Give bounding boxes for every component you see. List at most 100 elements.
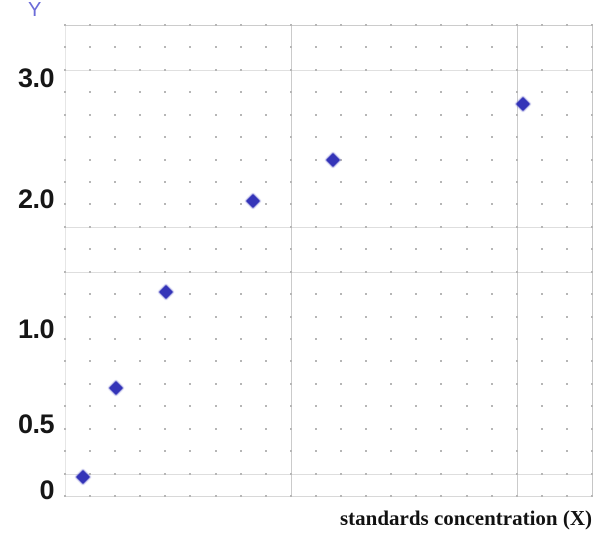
- grid-dot: [265, 69, 267, 71]
- grid-dot: [365, 428, 367, 430]
- grid-dot: [365, 136, 367, 138]
- grid-dot: [415, 136, 417, 138]
- grid-dot: [89, 316, 91, 318]
- grid-dot: [139, 159, 141, 161]
- grid-dot: [315, 136, 317, 138]
- grid-dot: [89, 495, 91, 497]
- grid-dot: [415, 293, 417, 295]
- grid-dot: [340, 473, 342, 475]
- grid-dot: [89, 383, 91, 385]
- grid-dot: [491, 338, 493, 340]
- grid-dot: [290, 203, 292, 205]
- grid-dot: [64, 136, 66, 138]
- grid-dot: [240, 24, 242, 26]
- grid-dot: [290, 495, 292, 497]
- grid-dot: [189, 136, 191, 138]
- grid-dot: [265, 450, 267, 452]
- grid-dot: [315, 24, 317, 26]
- grid-dot: [315, 271, 317, 273]
- grid-dot: [139, 473, 141, 475]
- grid-dot: [516, 91, 518, 93]
- grid-dot: [415, 383, 417, 385]
- grid-dot: [491, 114, 493, 116]
- grid-dot: [491, 473, 493, 475]
- grid-dot: [139, 203, 141, 205]
- grid-dot: [114, 46, 116, 48]
- grid-dot: [265, 136, 267, 138]
- grid-dot: [440, 46, 442, 48]
- grid-dot: [139, 69, 141, 71]
- grid-dot: [64, 293, 66, 295]
- grid-dot: [390, 428, 392, 430]
- grid-dot: [240, 383, 242, 385]
- grid-dot: [240, 226, 242, 228]
- grid-dot: [516, 181, 518, 183]
- grid-dot: [566, 450, 568, 452]
- grid-dot: [541, 495, 543, 497]
- grid-dot: [541, 136, 543, 138]
- grid-dot: [290, 46, 292, 48]
- grid-dot: [265, 91, 267, 93]
- grid-dot: [240, 316, 242, 318]
- major-gridline-horizontal: [65, 25, 592, 26]
- major-gridline-horizontal: [65, 70, 592, 71]
- grid-dot: [189, 383, 191, 385]
- grid-dot: [541, 91, 543, 93]
- grid-dot: [164, 91, 166, 93]
- grid-dot: [189, 159, 191, 161]
- grid-dot: [290, 473, 292, 475]
- grid-dot: [189, 46, 191, 48]
- grid-dot: [164, 495, 166, 497]
- grid-dot: [189, 271, 191, 273]
- grid-dot: [516, 271, 518, 273]
- grid-dot: [390, 293, 392, 295]
- grid-dot: [491, 495, 493, 497]
- grid-dot: [340, 181, 342, 183]
- grid-dot: [89, 24, 91, 26]
- grid-dot: [365, 316, 367, 318]
- grid-dot: [415, 271, 417, 273]
- grid-dot: [64, 473, 66, 475]
- grid-dot: [89, 46, 91, 48]
- grid-dot: [315, 428, 317, 430]
- grid-dot: [365, 203, 367, 205]
- grid-dot: [516, 383, 518, 385]
- grid-dot: [415, 91, 417, 93]
- grid-dot: [491, 360, 493, 362]
- grid-dot: [189, 24, 191, 26]
- grid-dot: [164, 316, 166, 318]
- grid-dot: [566, 24, 568, 26]
- grid-dot: [541, 203, 543, 205]
- grid-dot: [315, 114, 317, 116]
- grid-dot: [415, 159, 417, 161]
- grid-dot: [89, 226, 91, 228]
- grid-dot: [290, 114, 292, 116]
- grid-dot: [164, 271, 166, 273]
- grid-dot: [566, 428, 568, 430]
- grid-dot: [541, 428, 543, 430]
- grid-dot: [89, 69, 91, 71]
- grid-dot: [64, 405, 66, 407]
- grid-dot: [139, 181, 141, 183]
- grid-dot: [340, 316, 342, 318]
- grid-dot: [390, 159, 392, 161]
- grid-dot: [466, 495, 468, 497]
- grid-dot: [365, 473, 367, 475]
- grid-dot: [340, 226, 342, 228]
- grid-dot: [541, 293, 543, 295]
- grid-dot: [64, 383, 66, 385]
- grid-dot: [164, 405, 166, 407]
- grid-dot: [215, 203, 217, 205]
- grid-dot: [315, 473, 317, 475]
- grid-dot: [566, 473, 568, 475]
- grid-dot: [591, 69, 593, 71]
- grid-dot: [164, 248, 166, 250]
- grid-dot: [365, 360, 367, 362]
- grid-dot: [516, 495, 518, 497]
- grid-dot: [591, 159, 593, 161]
- grid-dot: [315, 46, 317, 48]
- grid-dot: [591, 226, 593, 228]
- grid-dot: [290, 24, 292, 26]
- x-axis-label: standards concentration (X): [340, 506, 592, 530]
- grid-dot: [340, 338, 342, 340]
